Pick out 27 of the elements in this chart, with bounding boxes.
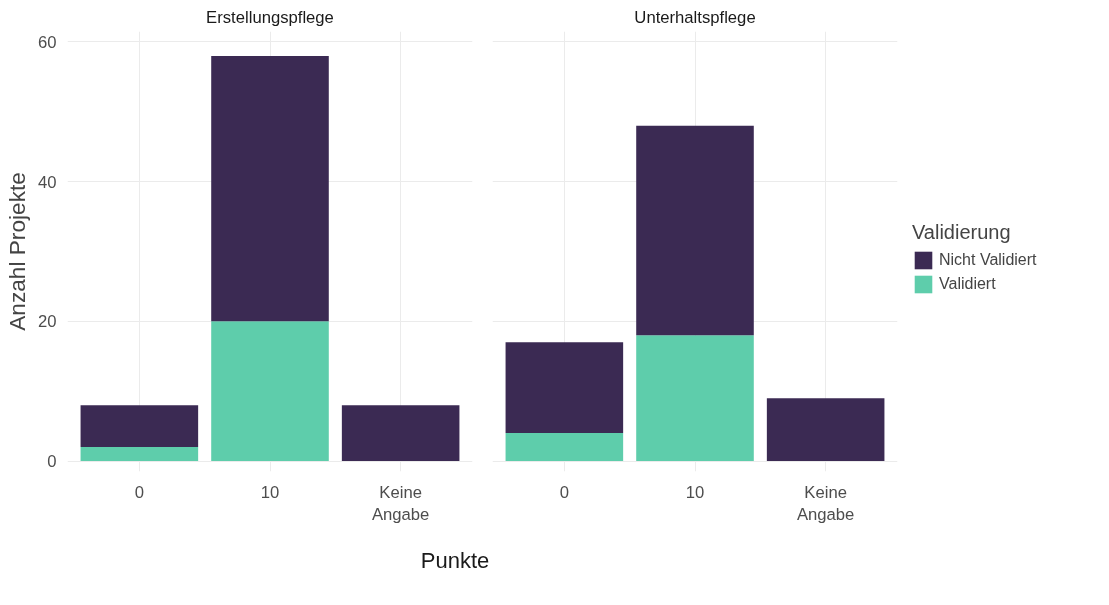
legend-title: Validierung [912, 220, 1012, 244]
bar [80, 447, 199, 462]
y-axis-title: Anzahl Projekte [3, 172, 30, 331]
x-tick-label: 10 [685, 482, 705, 502]
x-tick-label: Keine Angabe [371, 482, 430, 525]
y-tick-label: 20 [37, 312, 57, 332]
bar [766, 398, 885, 462]
bar [636, 335, 754, 462]
y-tick-label: 60 [37, 32, 57, 52]
bar [505, 433, 624, 462]
bar [505, 342, 624, 434]
x-tick-label: 0 [559, 482, 569, 502]
x-tick-label: Keine Angabe [796, 482, 855, 525]
x-tick-label: 10 [260, 482, 280, 502]
bar [211, 55, 329, 322]
bar [80, 405, 199, 448]
bar [636, 125, 754, 336]
chart-title: Unterhaltspflege [634, 7, 756, 27]
legend-label: Validiert [939, 274, 996, 293]
legend-label: Nicht Validiert [939, 250, 1037, 269]
chart-title: Erstellungspflege [206, 7, 334, 27]
y-tick-label: 0 [47, 452, 57, 472]
x-tick-label: 0 [134, 482, 144, 502]
y-tick-label: 40 [37, 172, 57, 192]
bar [211, 321, 329, 462]
x-axis-title: Punkte [420, 547, 490, 575]
bar [341, 405, 460, 462]
